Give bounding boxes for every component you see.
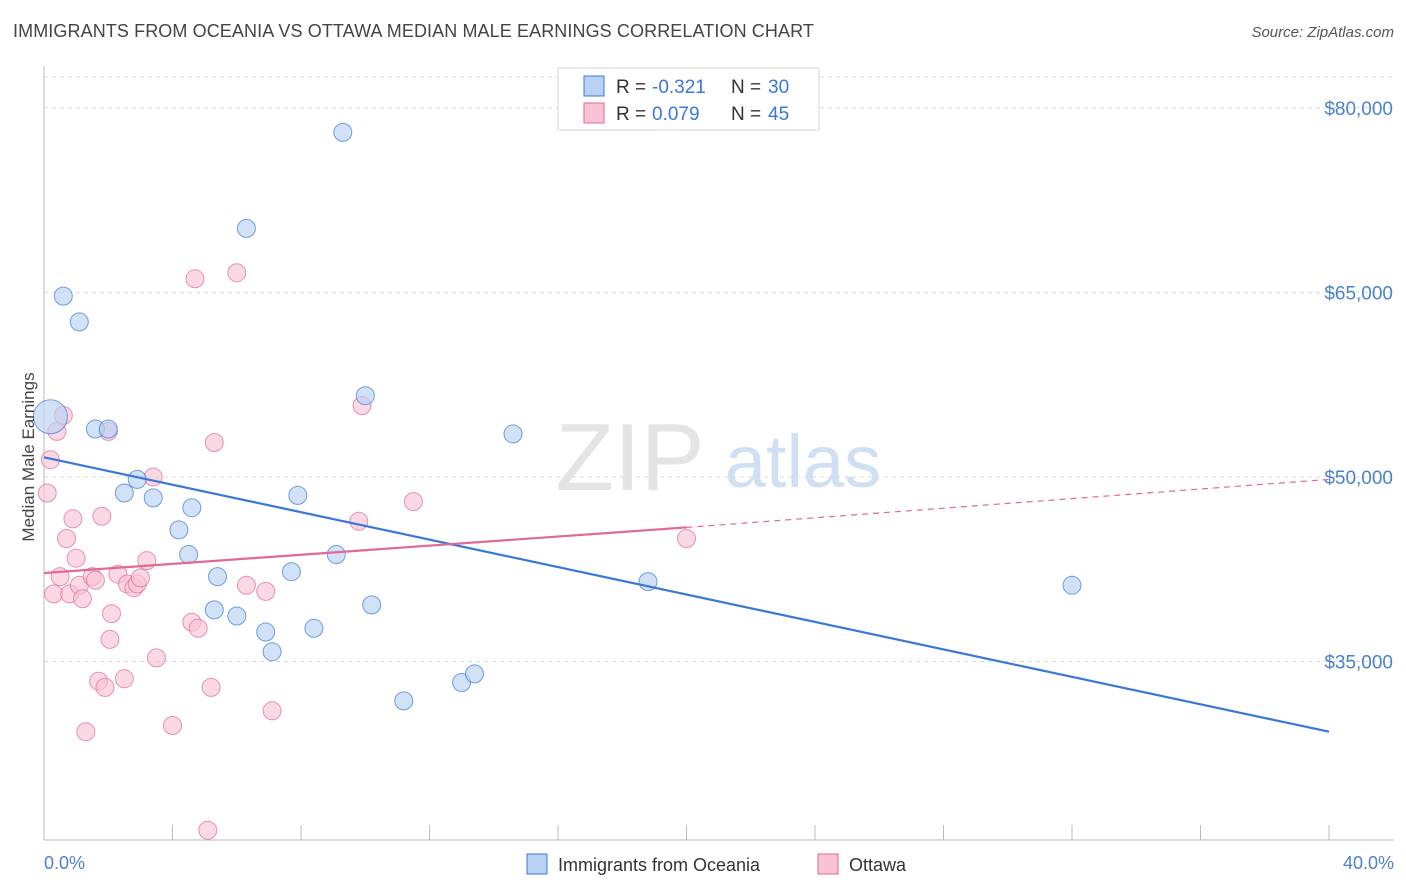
oceania-point xyxy=(179,545,199,564)
ottawa-point xyxy=(262,701,282,721)
ottawa-point xyxy=(188,618,208,638)
stats-legend-swatch-pink xyxy=(583,102,605,124)
ottawa-point xyxy=(57,529,76,548)
ottawa-point xyxy=(50,567,70,587)
oceania-point xyxy=(98,419,118,439)
oceania-point xyxy=(281,562,301,582)
series-legend-label-ottawa: Ottawa xyxy=(849,855,907,875)
x-tick-label-min: 0.0% xyxy=(44,853,85,873)
gridlines xyxy=(44,76,1394,663)
oceania-point xyxy=(288,485,308,505)
series-legend-swatch-ottawa xyxy=(817,853,839,875)
stats-legend-n-value-pink: 45 xyxy=(768,104,789,125)
ottawa-point xyxy=(201,677,221,697)
oceania-point xyxy=(69,312,89,332)
ottawa-point xyxy=(403,492,423,512)
oceania-point xyxy=(465,664,484,684)
oceania-point xyxy=(114,483,134,503)
oceania-point xyxy=(262,642,282,662)
ottawa-point xyxy=(114,669,134,689)
stats-legend-n-label-pink: N = xyxy=(731,104,761,125)
chart-source: Source: ZipAtlas.com xyxy=(1251,24,1394,41)
stats-legend: R = -0.321 N = 30 R = 0.079 N = 45 xyxy=(557,67,820,131)
ottawa-point xyxy=(73,589,92,609)
oceania-point xyxy=(182,498,202,518)
oceania-point xyxy=(236,218,256,238)
stats-legend-r-value-blue: -0.321 xyxy=(652,77,706,98)
ottawa-point xyxy=(100,629,120,649)
y-tick-label: $80,000 xyxy=(1324,99,1393,120)
trendline-oceania xyxy=(43,456,1330,733)
stats-legend-r-label-blue: R = xyxy=(616,77,646,98)
ottawa-point xyxy=(163,716,182,735)
y-axis-label: Median Male Earnings xyxy=(19,372,38,541)
ottawa-point xyxy=(102,604,121,624)
oceania-point xyxy=(1062,575,1082,595)
ottawa-point xyxy=(198,820,218,840)
trendlines xyxy=(43,456,1330,733)
ottawa-point xyxy=(349,511,369,531)
y-tick-labels: $35,000 $50,000 $65,000 $80,000 xyxy=(1324,99,1393,674)
y-tick-label: $50,000 xyxy=(1324,468,1393,489)
ottawa-point xyxy=(76,722,96,742)
ottawa-point xyxy=(130,568,150,588)
ottawa-point xyxy=(63,509,83,529)
oceania-point xyxy=(208,567,227,587)
chart-title: IMMIGRANTS FROM OCEANIA VS OTTAWA MEDIAN… xyxy=(13,21,814,41)
ottawa-point xyxy=(677,529,696,548)
oceania-point xyxy=(362,595,382,615)
oceania-point xyxy=(143,488,163,508)
y-tick-label: $35,000 xyxy=(1324,653,1393,674)
ottawa-point xyxy=(204,433,224,452)
ottawa-point xyxy=(37,483,57,503)
ottawa-point xyxy=(44,584,64,604)
watermark-atlas: atlas xyxy=(725,420,881,503)
stats-legend-r-label-pink: R = xyxy=(616,104,646,125)
oceania-point xyxy=(333,122,353,142)
stats-legend-n-value-blue: 30 xyxy=(768,77,789,98)
ottawa-point xyxy=(256,581,276,601)
oceania-point xyxy=(169,520,189,540)
stats-legend-r-value-pink: 0.079 xyxy=(652,104,700,125)
trendline-ottawa xyxy=(43,526,687,575)
watermark-zip: ZIP xyxy=(555,404,704,511)
oceania-point xyxy=(355,386,375,406)
oceania-point xyxy=(394,691,414,711)
stats-legend-swatch-blue xyxy=(583,75,605,97)
oceania-point xyxy=(503,424,523,444)
series-legend-swatch-oceania xyxy=(526,853,548,875)
ottawa-point xyxy=(236,575,256,595)
stats-legend-n-label-blue: N = xyxy=(731,77,761,98)
oceania-point xyxy=(32,399,68,435)
y-tick-label: $65,000 xyxy=(1324,283,1393,304)
ottawa-point xyxy=(185,269,205,289)
ottawa-point xyxy=(227,263,247,283)
ottawa-point xyxy=(95,677,115,697)
series-legend: Immigrants from Oceania Ottawa xyxy=(526,853,907,875)
ottawa-point xyxy=(85,570,105,590)
oceania-point xyxy=(227,606,247,626)
oceania-point xyxy=(326,545,346,564)
oceania-point xyxy=(304,618,324,638)
watermark: ZIP atlas xyxy=(555,404,881,511)
ottawa-point xyxy=(143,467,163,487)
ottawa-point xyxy=(146,648,166,668)
oceania-point xyxy=(53,286,73,306)
ottawa-point xyxy=(92,506,112,526)
ottawa-point xyxy=(66,548,86,568)
x-tick-label-max: 40.0% xyxy=(1343,853,1394,873)
series-legend-label-oceania: Immigrants from Oceania xyxy=(558,855,761,875)
trendline-ottawa-extension xyxy=(686,478,1330,528)
axes xyxy=(43,66,1394,841)
oceania-point xyxy=(256,622,276,642)
data-points xyxy=(32,122,1082,840)
oceania-point xyxy=(204,600,224,620)
